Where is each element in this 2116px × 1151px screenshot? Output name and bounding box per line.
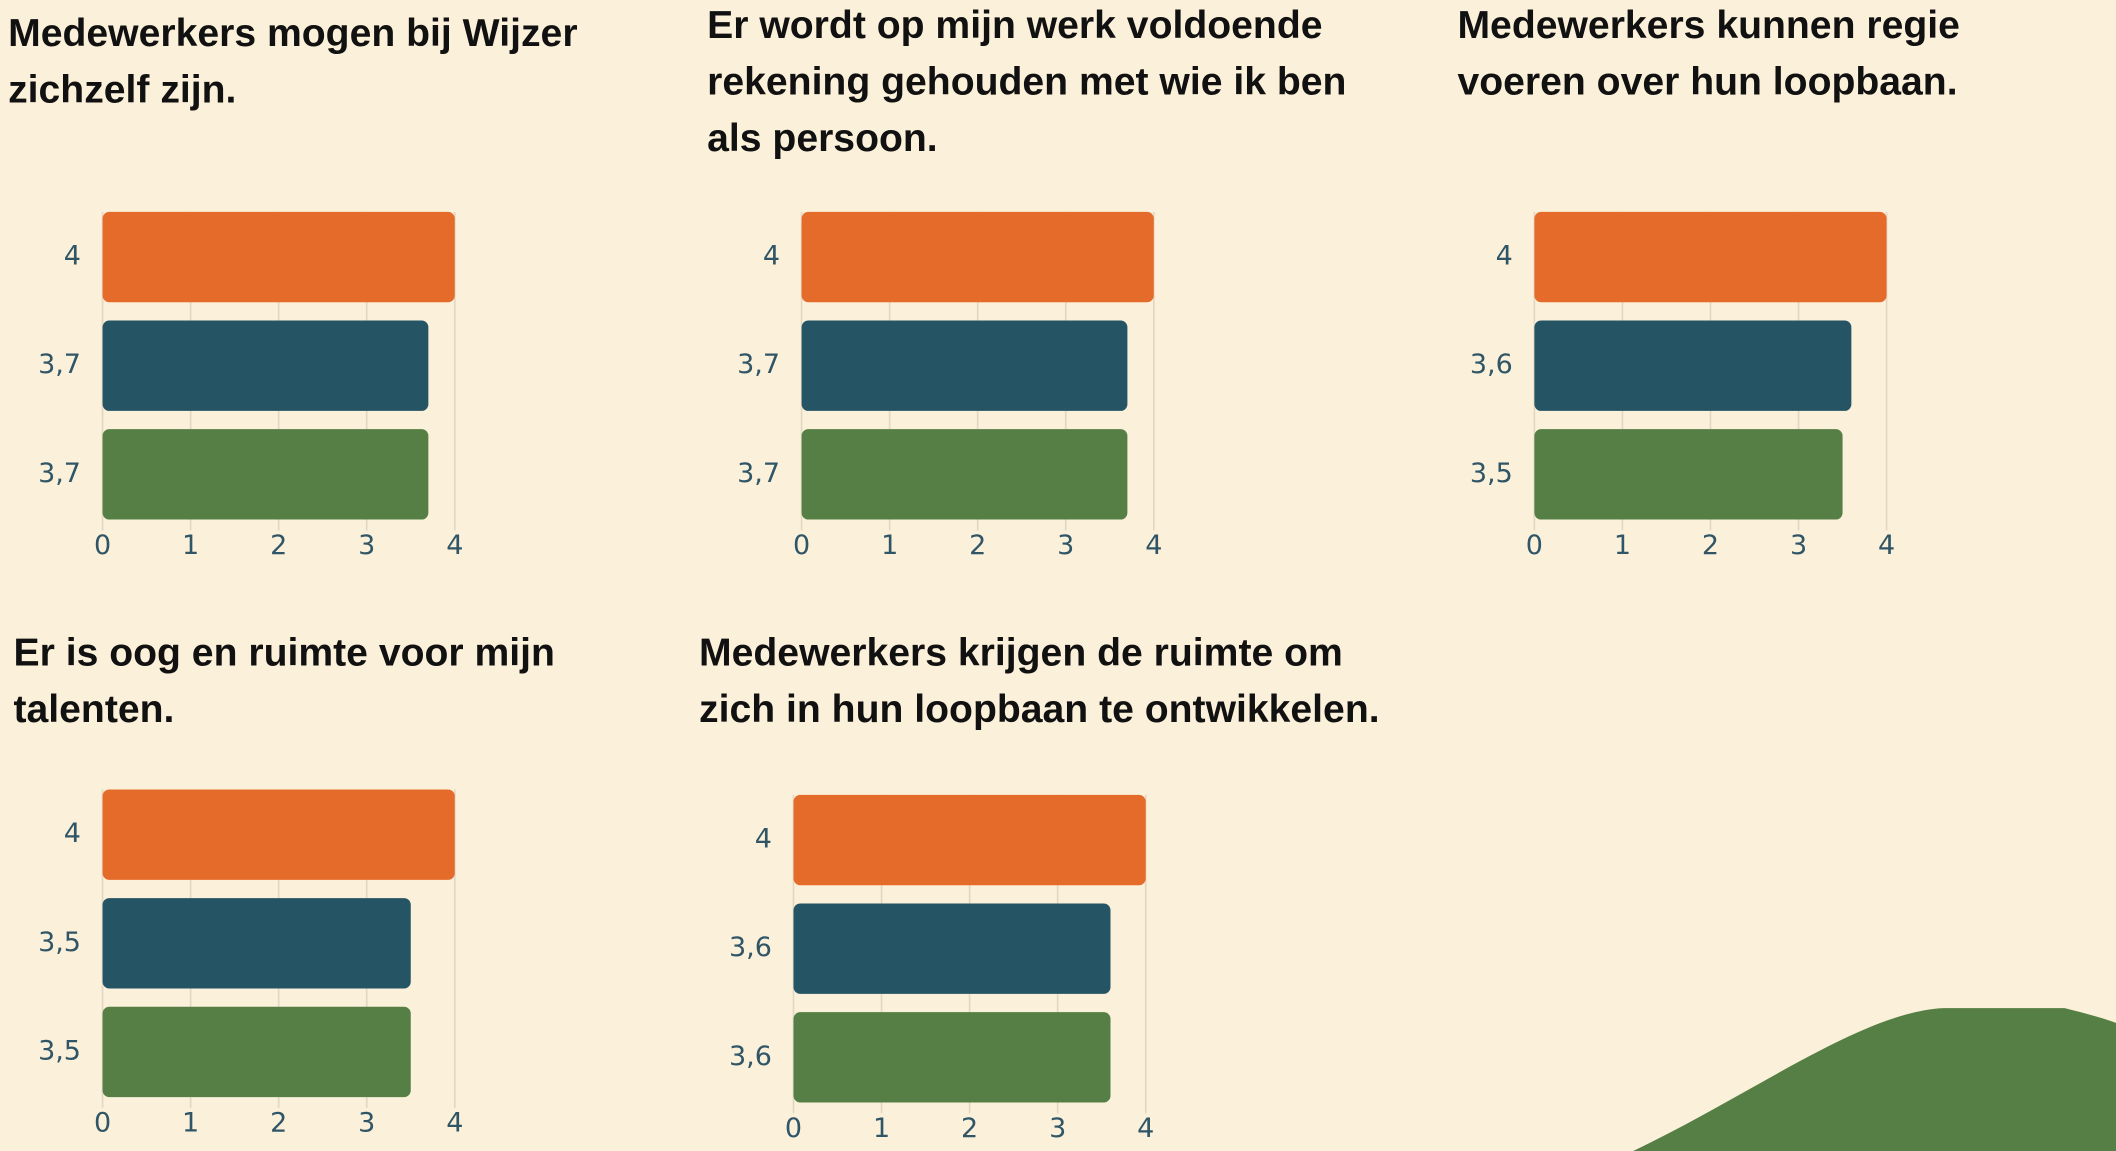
x-tick-label: 1 [881, 530, 898, 561]
bar-label: 3,6 [729, 932, 772, 963]
x-tick-label: 0 [94, 530, 111, 561]
x-tick-label: 0 [793, 530, 810, 561]
bar-label: 4 [755, 824, 772, 855]
x-tick-label: 2 [969, 530, 986, 561]
bar-label: 3,6 [1470, 349, 1513, 380]
x-tick-label: 4 [446, 530, 463, 561]
x-tick-label: 3 [358, 1108, 375, 1139]
x-tick-label: 2 [1702, 530, 1719, 561]
x-tick-label: 1 [1614, 530, 1631, 561]
bar [102, 429, 429, 520]
chart-title: Medewerkers kunnen regie voeren over hun… [1457, 4, 1960, 104]
bar-label: 3,7 [737, 349, 780, 380]
chart-title: Er is oog en ruimte voor mijn talenten. [13, 631, 555, 732]
bar [102, 898, 411, 989]
bar [793, 1012, 1111, 1103]
x-tick-label: 3 [1057, 530, 1074, 561]
decorative-hill [1633, 1008, 2116, 1151]
bar-label: 4 [763, 241, 780, 272]
bar [1534, 211, 1887, 303]
bar [793, 794, 1146, 886]
chart-title: Medewerkers mogen bij Wijzer zichzelf zi… [8, 12, 578, 113]
bar [102, 320, 429, 411]
bar [102, 1006, 411, 1098]
bar-label: 3,7 [737, 458, 780, 489]
x-tick-label: 1 [182, 530, 199, 561]
bar [102, 789, 455, 880]
x-tick-label: 3 [1790, 530, 1807, 561]
bar [801, 429, 1128, 520]
x-tick-label: 0 [785, 1113, 802, 1144]
x-tick-label: 1 [182, 1108, 199, 1139]
bar [801, 211, 1154, 303]
bar-label: 3,6 [729, 1041, 772, 1072]
x-tick-label: 4 [1137, 1113, 1154, 1144]
bar-label: 4 [64, 818, 81, 849]
bar [793, 903, 1111, 994]
x-tick-label: 4 [446, 1108, 463, 1139]
chart-title: Er wordt op mijn werk voldoende rekening… [707, 4, 1347, 161]
chart-title: Medewerkers krijgen de ruimte om zich in… [699, 631, 1380, 732]
bar-label: 3,5 [38, 927, 81, 958]
x-tick-label: 0 [94, 1108, 111, 1139]
x-tick-label: 4 [1878, 530, 1895, 561]
bar [102, 211, 455, 303]
bar-label: 3,5 [1470, 458, 1513, 489]
bar [801, 320, 1128, 411]
bar-label: 4 [64, 241, 81, 272]
x-tick-label: 2 [270, 1108, 287, 1139]
bar [1534, 429, 1843, 520]
x-tick-label: 2 [270, 530, 287, 561]
x-tick-label: 4 [1145, 530, 1162, 561]
x-tick-label: 1 [873, 1113, 890, 1144]
bar [1534, 320, 1852, 411]
bar-label: 3,7 [38, 349, 81, 380]
x-tick-label: 0 [1526, 530, 1543, 561]
bar-label: 4 [1496, 241, 1513, 272]
x-tick-label: 3 [1049, 1113, 1066, 1144]
x-tick-label: 2 [961, 1113, 978, 1144]
bar-label: 3,5 [38, 1035, 81, 1066]
bar-label: 3,7 [38, 458, 81, 489]
x-tick-label: 3 [358, 530, 375, 561]
